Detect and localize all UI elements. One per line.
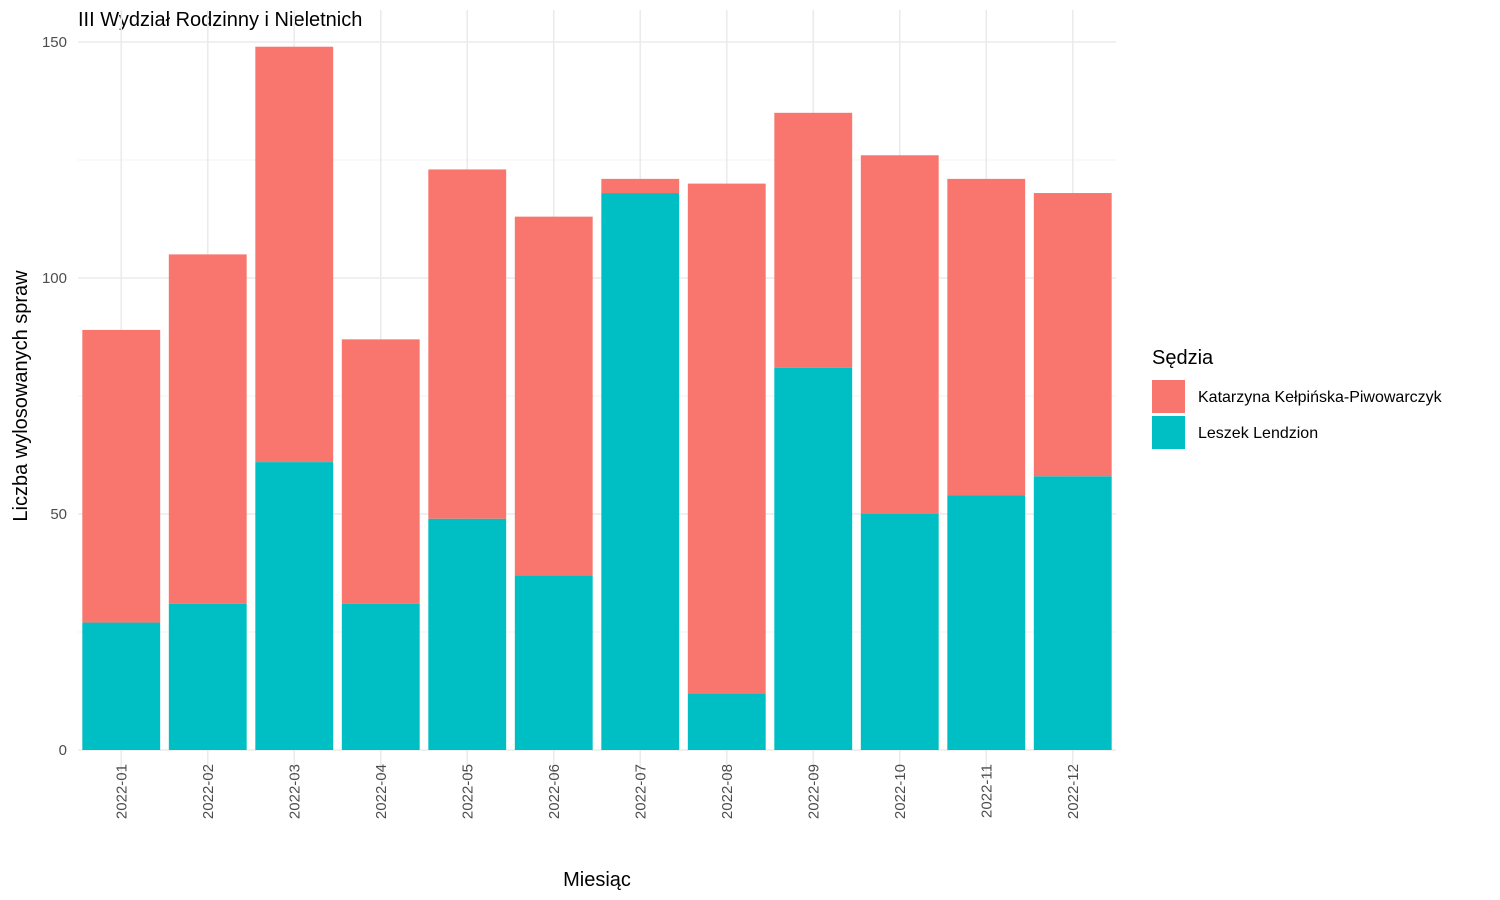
bar-segment-2022-03-kelpinska [255,46,334,463]
bar-segment-2022-07-lendzion [601,193,680,751]
x-tick-label: 2022-03 [286,764,303,819]
x-tick-label: 2022-06 [546,764,563,819]
bar-segment-2022-11-kelpinska [947,178,1026,496]
bar-segment-2022-04-lendzion [341,603,420,750]
x-tick-label: 2022-12 [1065,764,1082,819]
legend-key [1152,380,1185,413]
bars [82,46,1112,751]
bar-segment-2022-01-lendzion [82,622,161,750]
bar-segment-2022-12-kelpinska [1033,193,1112,477]
bar-segment-2022-03-lendzion [255,462,334,750]
x-tick-label: 2022-10 [892,764,909,819]
bar-segment-2022-12-lendzion [1033,476,1112,750]
bar-segment-2022-02-lendzion [168,603,247,750]
y-tick-label: 0 [59,742,67,759]
bar-segment-2022-09-kelpinska [774,112,853,368]
y-tick-label: 150 [42,34,67,51]
bar-segment-2022-02-kelpinska [168,254,247,604]
legend-label: Katarzyna Kełpińska-Piwowarczyk [1198,389,1443,406]
bar-segment-2022-01-kelpinska [82,329,161,623]
bar-segment-2022-10-lendzion [860,514,939,750]
bar-segment-2022-04-kelpinska [341,339,420,604]
legend-title: Sędzia [1152,347,1214,369]
bar-segment-2022-08-lendzion [687,693,766,750]
bar-segment-2022-06-kelpinska [514,216,593,576]
legend: Sędzia Katarzyna Kełpińska-Piwowarczyk Le… [1152,347,1443,449]
chart-title: III Wydział Rodzinny i Nieletnich [78,9,362,31]
y-axis-ticks: 0 50 100 150 [42,34,67,759]
y-tick-label: 100 [42,270,67,287]
bar-segment-2022-07-kelpinska [601,178,680,194]
bar-segment-2022-09-lendzion [774,367,853,750]
x-axis-ticks: 2022-01 2022-02 2022-03 2022-04 2022-05 2022-… [113,764,1082,819]
legend-label: Leszek Lendzion [1198,425,1318,442]
bar-segment-2022-06-lendzion [514,575,593,750]
x-axis-title: Miesiąc [563,869,631,891]
bar-segment-2022-10-kelpinska [860,155,939,514]
x-tick-label: 2022-05 [459,764,476,819]
x-tick-label: 2022-02 [200,764,217,819]
y-axis-title: Liczba wylosowanych spraw [10,270,32,522]
legend-key [1152,416,1185,449]
x-tick-label: 2022-07 [632,764,649,819]
y-tick-label: 50 [50,506,67,523]
bar-segment-2022-11-lendzion [947,495,1026,750]
x-tick-label: 2022-11 [978,764,995,818]
bar-segment-2022-05-lendzion [428,518,507,750]
x-tick-label: 2022-09 [805,764,822,819]
x-tick-label: 2022-04 [373,764,390,819]
bar-segment-2022-08-kelpinska [687,183,766,694]
x-tick-label: 2022-01 [113,764,130,819]
bar-segment-2022-05-kelpinska [428,169,507,519]
x-tick-label: 2022-08 [719,764,736,819]
